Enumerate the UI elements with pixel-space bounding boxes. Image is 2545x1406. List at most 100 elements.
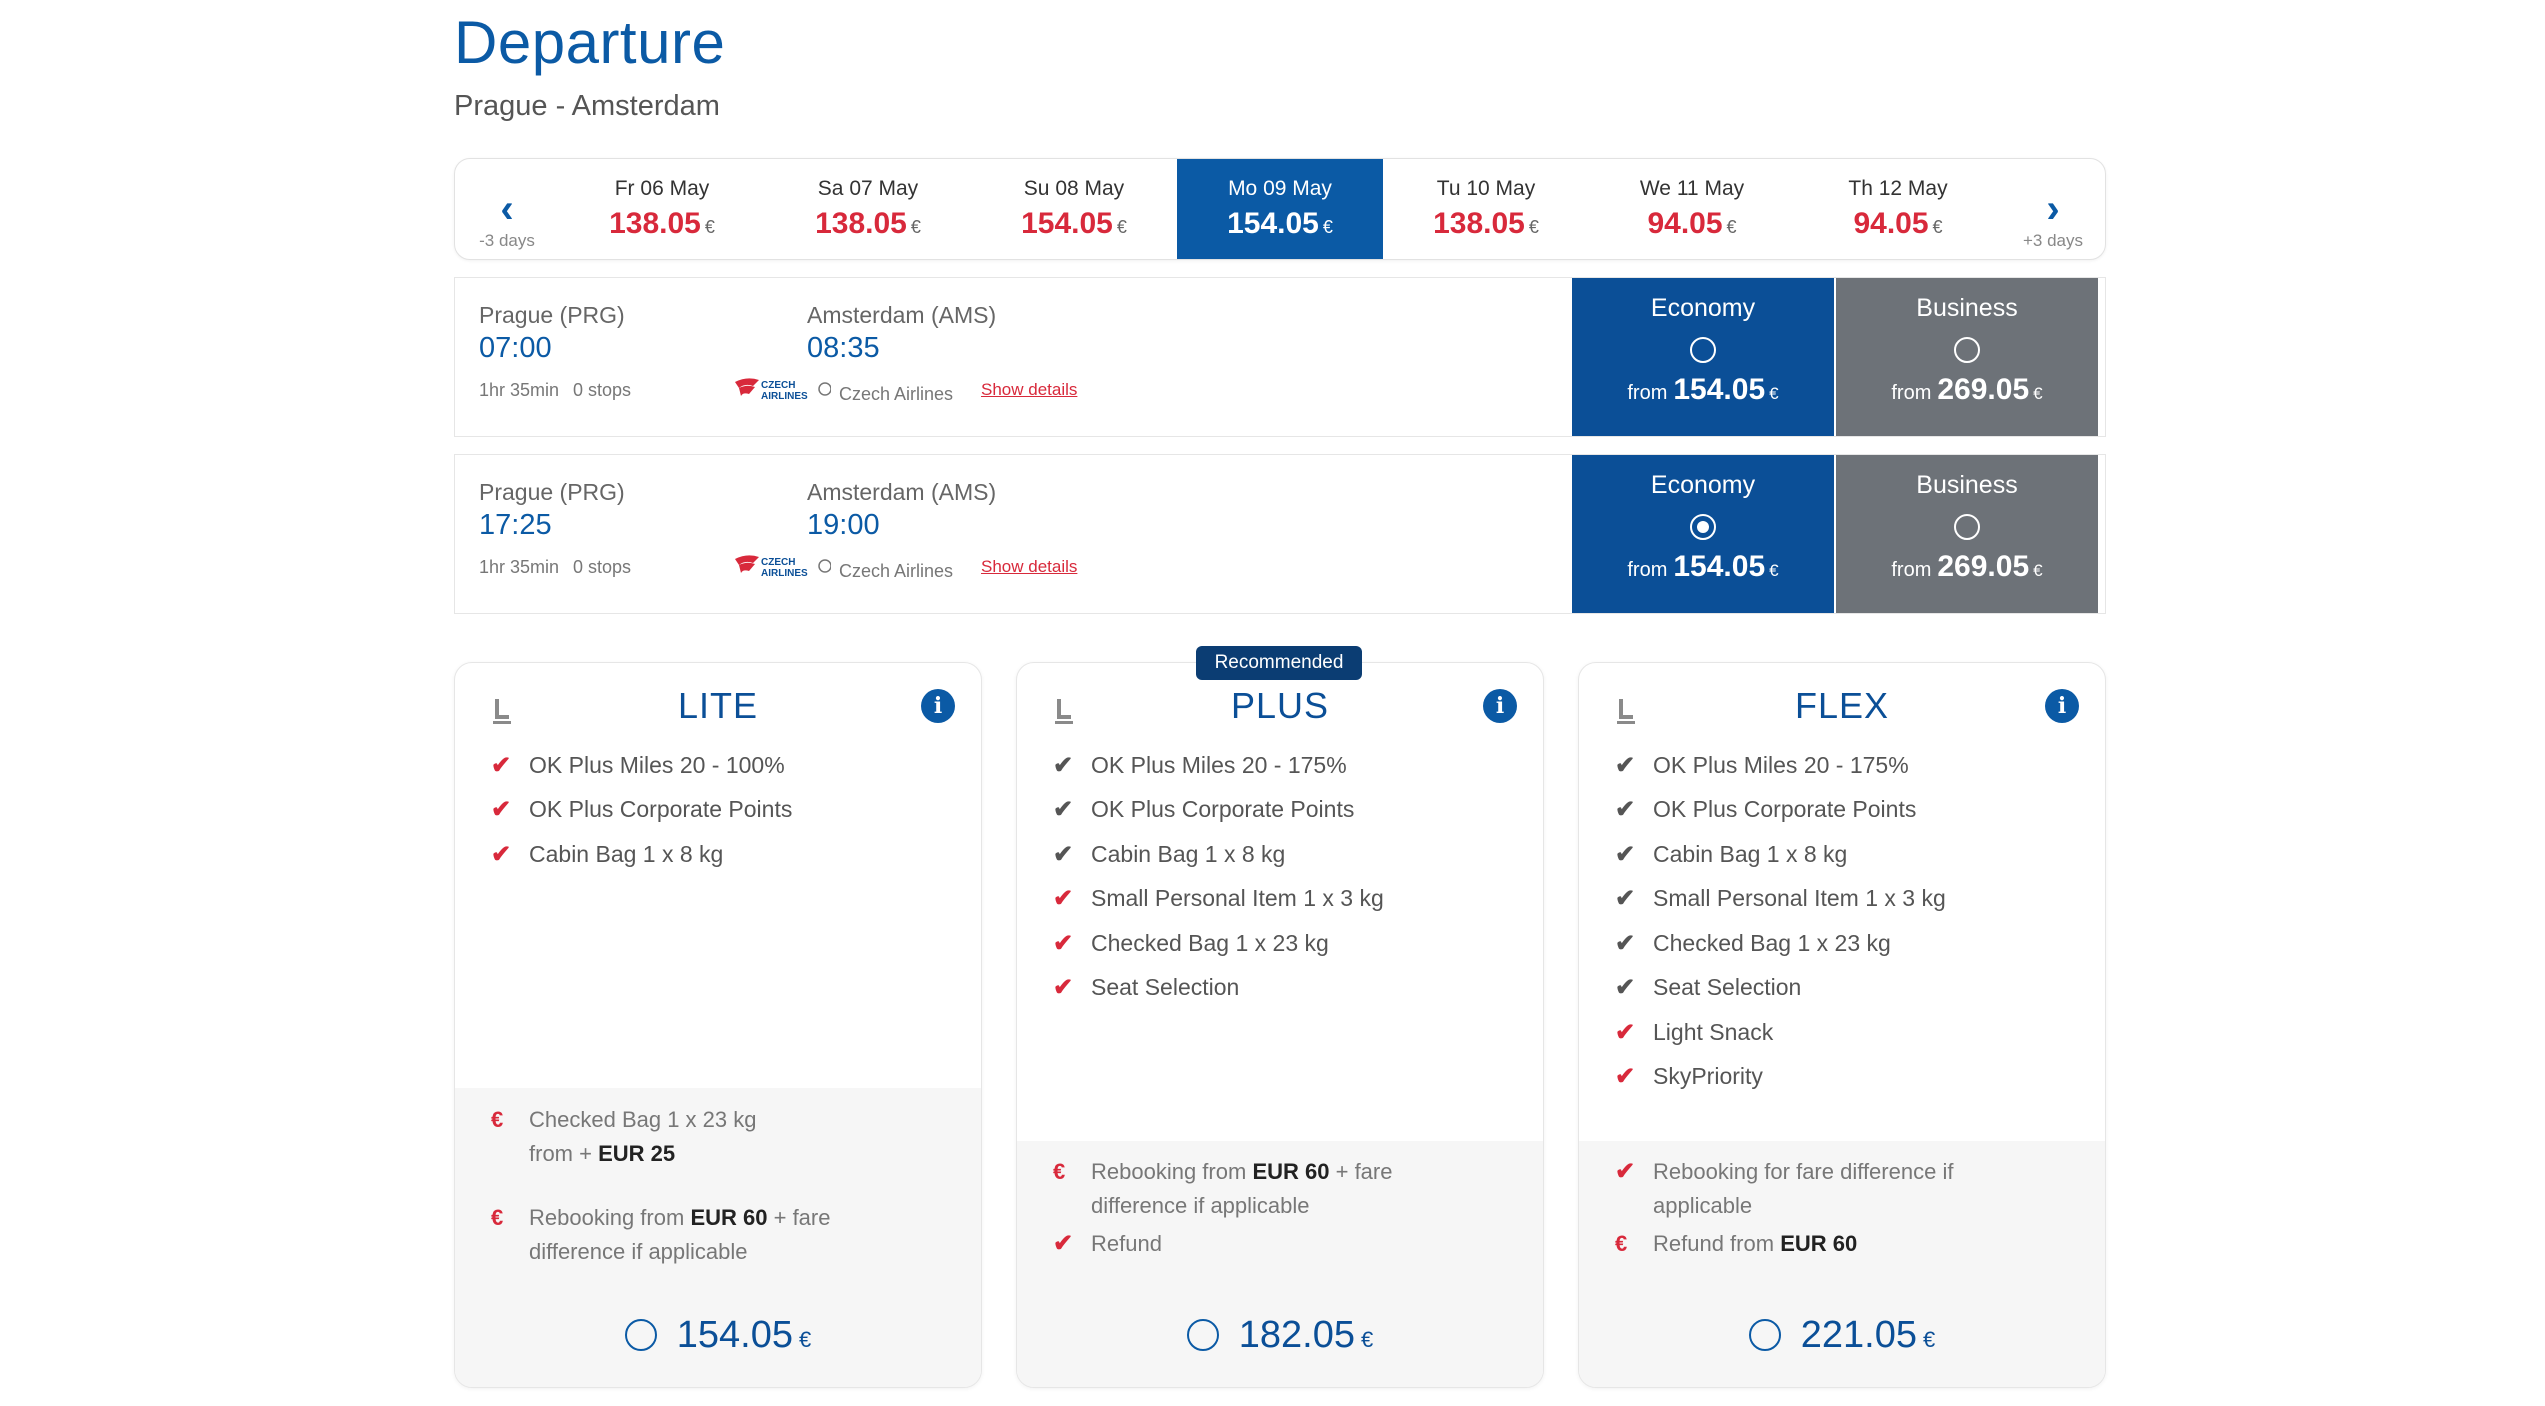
seat-icon bbox=[1617, 699, 1635, 724]
arrival-time: 08:35 bbox=[807, 332, 880, 364]
euro-icon: € bbox=[491, 1205, 504, 1230]
select-fare-flex[interactable]: 221.05 € bbox=[1579, 1283, 2105, 1387]
fare-total-price: 221.05 € bbox=[1800, 1313, 1936, 1356]
recommended-badge: Recommended bbox=[1196, 646, 1362, 680]
business-radio[interactable] bbox=[1954, 514, 1980, 540]
destination-city: Amsterdam (AMS) bbox=[807, 479, 997, 505]
business-radio[interactable] bbox=[1954, 337, 1980, 363]
flight-stops: 0 stops bbox=[573, 380, 632, 400]
page-title: Departure bbox=[454, 9, 726, 76]
checkmark-icon: ✔ bbox=[1053, 929, 1074, 957]
business-fare-option[interactable]: Business from 269.05 € bbox=[1836, 278, 2098, 436]
extras-area bbox=[1017, 1141, 1543, 1283]
feature-item: ✔ Light Snack bbox=[1615, 1018, 1774, 1046]
fare-card-plus: PLUS i ✔ OK Plus Miles 20 - 175% ✔ OK Plus… bbox=[1016, 662, 1544, 1388]
feature-item: ✔ OK Plus Corporate Points bbox=[491, 796, 793, 824]
extra-refund: € Refund from EUR 60 bbox=[1615, 1227, 1857, 1261]
seat-icon bbox=[1055, 699, 1073, 724]
show-details-link[interactable]: Show details bbox=[981, 380, 1078, 399]
arrival-time: 19:00 bbox=[807, 509, 880, 541]
destination-city: Amsterdam (AMS) bbox=[807, 302, 997, 328]
checkmark-icon: ✔ bbox=[1053, 840, 1074, 868]
date-price: 138.05 € bbox=[609, 207, 715, 240]
economy-fare-option[interactable]: Economy from 154.05 € bbox=[1572, 455, 1834, 613]
info-icon[interactable]: i bbox=[921, 689, 955, 723]
checkmark-icon: ✔ bbox=[1615, 1018, 1636, 1046]
svg-text:CZECH: CZECH bbox=[761, 557, 795, 568]
checkmark-icon: ✔ bbox=[1053, 1230, 1074, 1257]
extras-area bbox=[455, 1088, 981, 1283]
fare-name: FLEX bbox=[1794, 685, 1890, 726]
select-fare-plus[interactable]: 182.05 € bbox=[1017, 1283, 1543, 1387]
fare-class-title: Business bbox=[1916, 294, 2018, 322]
select-fare-lite[interactable]: 154.05 € bbox=[455, 1283, 981, 1387]
extra-rebooking: ✔ Rebooking for fare difference if applic… bbox=[1615, 1155, 1953, 1223]
fare-class-title: Economy bbox=[1650, 471, 1756, 499]
extra-rebooking: € Rebooking from EUR 60 + fare difference… bbox=[491, 1201, 830, 1269]
date-strip: ‹ -3 days Fr 06 May 138.05 € Sa 07 May 13… bbox=[454, 158, 2106, 260]
show-details-link[interactable]: Show details bbox=[981, 557, 1078, 576]
feature-item: ✔ OK Plus Miles 20 - 175% bbox=[1053, 751, 1347, 779]
business-fare-option[interactable]: Business from 269.05 € bbox=[1836, 455, 2098, 613]
svg-text:CZECH: CZECH bbox=[761, 380, 795, 391]
date-label: Fr 06 May bbox=[614, 177, 710, 200]
fare-class-title: Economy bbox=[1650, 294, 1756, 322]
czech-airlines-logo-icon: CZECH AIRLINES bbox=[735, 555, 831, 579]
feature-item: ✔ SkyPriority bbox=[1615, 1063, 1763, 1091]
checkmark-icon: ✔ bbox=[1615, 796, 1636, 824]
info-icon[interactable]: i bbox=[2045, 689, 2079, 723]
date-price: 154.05 € bbox=[1021, 207, 1127, 240]
extra-refund: ✔ Refund bbox=[1053, 1227, 1162, 1261]
fare-total-price: 182.05 € bbox=[1238, 1313, 1374, 1356]
checkmark-icon: ✔ bbox=[1615, 751, 1636, 779]
fare-radio[interactable] bbox=[624, 1319, 657, 1351]
fare-radio[interactable] bbox=[1748, 1319, 1781, 1351]
prev-days-button[interactable]: ‹ -3 days bbox=[455, 159, 559, 259]
checkmark-icon: ✔ bbox=[1615, 1158, 1636, 1185]
date-option[interactable]: We 11 May 94.05 € bbox=[1589, 159, 1795, 259]
checkmark-icon: ✔ bbox=[1053, 751, 1074, 779]
date-option-selected[interactable]: Mo 09 May 154.05 € bbox=[1177, 159, 1383, 259]
economy-radio[interactable] bbox=[1690, 337, 1716, 363]
fare-price: from 269.05 € bbox=[1891, 550, 2043, 583]
feature-item: ✔ Cabin Bag 1 x 8 kg bbox=[491, 840, 724, 868]
flight-duration: 1hr 35min bbox=[479, 557, 560, 577]
extra-checked-bag: € Checked Bag 1 x 23 kg from + EUR 25 bbox=[491, 1103, 756, 1171]
extra-rebooking: € Rebooking from EUR 60 + fare difference… bbox=[1053, 1155, 1392, 1223]
feature-item: ✔ Small Personal Item 1 x 3 kg bbox=[1615, 885, 1946, 913]
checkmark-icon: ✔ bbox=[1615, 885, 1636, 913]
svg-text:AIRLINES: AIRLINES bbox=[761, 568, 808, 579]
feature-list: ✔ OK Plus Miles 20 - 100% ✔ OK Plus Corpor… bbox=[491, 743, 792, 877]
date-option[interactable]: Tu 10 May 138.05 € bbox=[1383, 159, 1589, 259]
feature-item: ✔ Cabin Bag 1 x 8 kg bbox=[1615, 840, 1848, 868]
checkmark-icon: ✔ bbox=[1615, 974, 1636, 1002]
fare-card-lite: LITE i ✔ OK Plus Miles 20 - 100% ✔ OK Plus… bbox=[454, 662, 982, 1388]
info-icon[interactable]: i bbox=[1483, 689, 1517, 723]
economy-fare-option[interactable]: Economy from 154.05 € bbox=[1572, 278, 1834, 436]
date-option[interactable]: Sa 07 May 138.05 € bbox=[765, 159, 971, 259]
date-option[interactable]: Th 12 May 94.05 € bbox=[1795, 159, 2001, 259]
fare-price: from 269.05 € bbox=[1891, 373, 2043, 406]
economy-radio-selected[interactable] bbox=[1690, 514, 1716, 540]
extras-area bbox=[1579, 1141, 2105, 1283]
next-days-button[interactable]: › +3 days bbox=[2001, 159, 2105, 259]
fare-card-flex: FLEX i ✔ OK Plus Miles 20 - 175% ✔ OK Plus… bbox=[1578, 662, 2106, 1388]
feature-list: ✔ OK Plus Miles 20 - 175% ✔ OK Plus Corpor… bbox=[1615, 743, 1946, 1099]
route-subtitle: Prague - Amsterdam bbox=[454, 90, 720, 122]
date-label: Th 12 May bbox=[1848, 177, 1948, 200]
next-days-label: +3 days bbox=[2022, 231, 2083, 250]
date-label: Sa 07 May bbox=[817, 177, 919, 200]
checkmark-icon: ✔ bbox=[491, 840, 512, 868]
origin-city: Prague (PRG) bbox=[479, 479, 625, 505]
euro-icon: € bbox=[1615, 1231, 1628, 1256]
feature-item: ✔ Checked Bag 1 x 23 kg bbox=[1053, 929, 1329, 957]
date-option[interactable]: Fr 06 May 138.05 € bbox=[559, 159, 765, 259]
checkmark-icon: ✔ bbox=[491, 796, 512, 824]
date-price: 138.05 € bbox=[815, 207, 921, 240]
feature-item: ✔ OK Plus Miles 20 - 175% bbox=[1615, 751, 1909, 779]
date-option[interactable]: Su 08 May 154.05 € bbox=[971, 159, 1177, 259]
fare-radio[interactable] bbox=[1186, 1319, 1219, 1351]
checkmark-icon: ✔ bbox=[1615, 840, 1636, 868]
feature-item: ✔ Small Personal Item 1 x 3 kg bbox=[1053, 885, 1384, 913]
checkmark-icon: ✔ bbox=[1053, 974, 1074, 1002]
